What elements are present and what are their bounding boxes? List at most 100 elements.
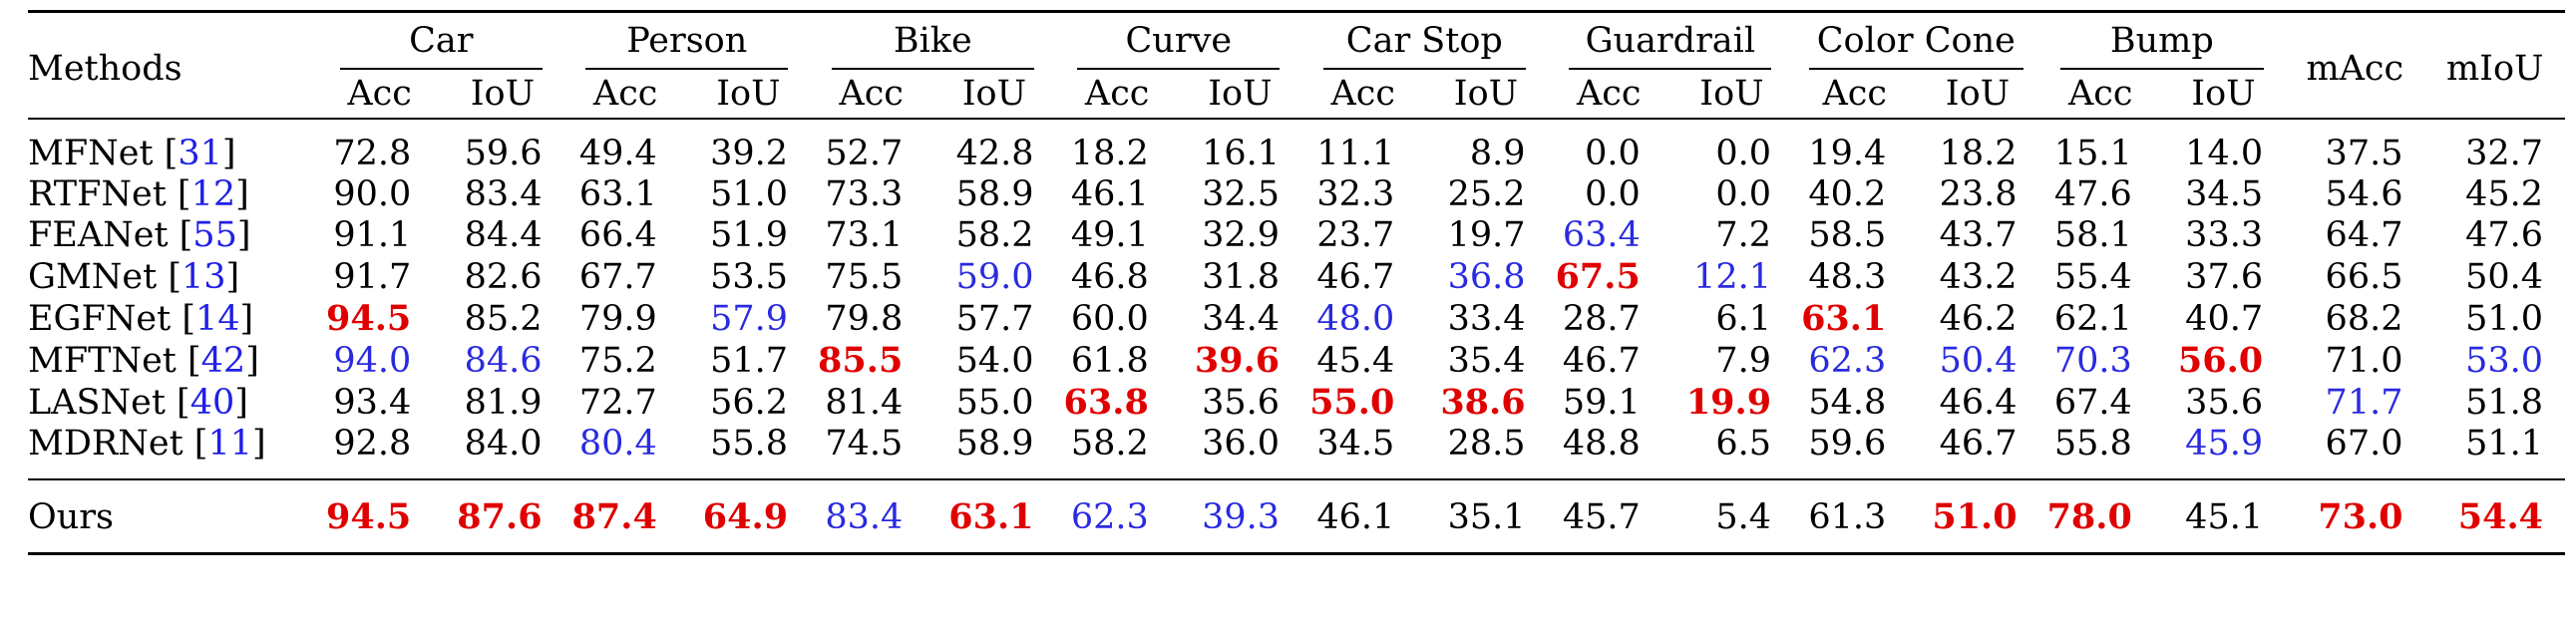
metric-cell: 35.1 bbox=[1424, 478, 1548, 555]
metric-cell: 5.4 bbox=[1669, 478, 1794, 555]
metric-cell: 62.3 bbox=[1793, 340, 1916, 382]
metric-value: 93.4 bbox=[333, 382, 412, 423]
metric-cell: 80.4 bbox=[564, 424, 687, 479]
method-name: MFTNet [42] bbox=[28, 340, 259, 381]
metric-value: 33.3 bbox=[2185, 215, 2264, 255]
table-row: EGFNet [14] 94.5 85.2 79.9 57.9 79.8 57.7 60.0 3… bbox=[28, 298, 2565, 340]
metric-cell: 8.9 bbox=[1424, 118, 1548, 174]
table-row: LASNet [40] 93.4 81.9 72.7 56.2 81.4 55.0 63.8 3… bbox=[28, 382, 2565, 424]
metric-cell: 39.2 bbox=[686, 118, 811, 174]
metric-value: 23.7 bbox=[1316, 215, 1395, 255]
metric-value: 45.9 bbox=[2185, 424, 2264, 464]
metric-cell: 45.7 bbox=[1547, 478, 1670, 555]
metric-value: 72.8 bbox=[333, 134, 412, 173]
iou-header: IoU bbox=[1453, 73, 1519, 114]
metric-cell: 36.8 bbox=[1424, 256, 1547, 298]
metric-cell: 58.9 bbox=[932, 424, 1055, 479]
citation-link[interactable]: 40 bbox=[189, 382, 235, 423]
metric-value: 6.5 bbox=[1715, 424, 1772, 464]
metric-cell: 51.0 bbox=[687, 174, 810, 215]
metric-cell: 94.0 bbox=[318, 340, 441, 382]
metric-value: 53.0 bbox=[2465, 340, 2543, 381]
metric-cell: 75.2 bbox=[564, 340, 687, 382]
iou-header: IoU bbox=[1945, 73, 2011, 114]
citation-link[interactable]: 55 bbox=[192, 215, 237, 255]
metric-value: 61.3 bbox=[1808, 496, 1887, 537]
methods-table-body: MFNet [31] 72.8 59.6 49.4 39.2 52.7 42.8 18.2 16… bbox=[28, 118, 2565, 479]
metric-cell: 63.1 bbox=[1793, 298, 1916, 340]
metric-value: 91.1 bbox=[333, 215, 412, 255]
metric-value: 39.2 bbox=[710, 134, 789, 173]
metric-value: 73.0 bbox=[2318, 496, 2403, 537]
method-name: LASNet [40] bbox=[28, 382, 248, 423]
citation-link[interactable]: 14 bbox=[194, 298, 240, 339]
metric-value: 34.5 bbox=[2185, 174, 2264, 214]
metric-value: 37.6 bbox=[2185, 256, 2264, 297]
method-label: Ours bbox=[28, 496, 114, 537]
citation-link[interactable]: 12 bbox=[190, 174, 236, 214]
citation-link[interactable]: 42 bbox=[200, 340, 246, 381]
metric-value: 46.2 bbox=[1939, 298, 2018, 339]
citation-link[interactable]: 13 bbox=[181, 256, 226, 297]
metric-cell: 32.7 bbox=[2424, 118, 2565, 174]
metric-cell: 73.1 bbox=[810, 215, 932, 256]
citation-link[interactable]: 31 bbox=[178, 134, 222, 173]
metric-value: 54.0 bbox=[955, 340, 1034, 381]
metric-value: 45.7 bbox=[1562, 496, 1641, 537]
metric-value: 67.4 bbox=[2053, 382, 2132, 423]
metric-value: 35.6 bbox=[1202, 382, 1281, 423]
metric-cell: 64.9 bbox=[686, 478, 811, 555]
metric-value: 18.2 bbox=[1939, 134, 2018, 173]
metric-value: 51.8 bbox=[2465, 382, 2543, 423]
metric-value: 85.2 bbox=[464, 298, 543, 339]
metric-value: 31.8 bbox=[1202, 256, 1281, 297]
citation-link[interactable]: 11 bbox=[207, 424, 252, 464]
metric-cell: 16.1 bbox=[1178, 118, 1302, 174]
metric-value: 47.6 bbox=[2465, 215, 2543, 255]
metric-cell: 85.5 bbox=[810, 340, 932, 382]
metric-value: 19.9 bbox=[1685, 382, 1772, 423]
metric-value: 59.6 bbox=[464, 134, 543, 173]
metric-cell: 84.4 bbox=[441, 215, 563, 256]
metric-value: 32.7 bbox=[2465, 134, 2543, 173]
metric-value: 42.8 bbox=[955, 134, 1034, 173]
metric-cell: 64.7 bbox=[2285, 215, 2424, 256]
metric-cell: 58.2 bbox=[1056, 424, 1179, 479]
metric-value: 7.9 bbox=[1715, 340, 1772, 381]
metric-value: 91.7 bbox=[333, 256, 412, 297]
metric-cell: 62.3 bbox=[1055, 478, 1179, 555]
table-row: MFTNet [42] 94.0 84.6 75.2 51.7 85.5 54.0 61.8 3… bbox=[28, 340, 2565, 382]
table-header: Methods Car Person Bike Curve Car Stop G… bbox=[28, 11, 2565, 120]
metric-value: 84.6 bbox=[464, 340, 543, 381]
metric-value: 23.8 bbox=[1939, 174, 2018, 214]
metric-cell: 28.5 bbox=[1424, 424, 1547, 479]
metric-value: 50.4 bbox=[2465, 256, 2543, 297]
metric-cell: 51.8 bbox=[2424, 382, 2565, 424]
metric-value: 48.8 bbox=[1562, 424, 1641, 464]
metric-value: 37.5 bbox=[2325, 134, 2403, 173]
metric-cell: 72.8 bbox=[318, 118, 442, 174]
group-header-curve: Curve bbox=[1056, 12, 1302, 70]
metric-value: 0.0 bbox=[1715, 134, 1772, 173]
group-header-guardrail: Guardrail bbox=[1548, 12, 1794, 70]
metric-value: 51.1 bbox=[2465, 424, 2543, 464]
metric-cell: 45.4 bbox=[1301, 340, 1424, 382]
metric-value: 66.4 bbox=[578, 215, 657, 255]
metric-cell: 71.7 bbox=[2285, 382, 2424, 424]
metric-cell: 52.7 bbox=[810, 118, 933, 174]
metric-cell: 66.5 bbox=[2285, 256, 2424, 298]
metric-cell: 63.1 bbox=[932, 478, 1056, 555]
metric-cell: 59.6 bbox=[1793, 424, 1916, 479]
metric-value: 34.4 bbox=[1202, 298, 1281, 339]
metric-value: 80.4 bbox=[578, 424, 657, 464]
method-name: RTFNet [12] bbox=[28, 174, 249, 214]
metric-value: 92.8 bbox=[333, 424, 412, 464]
group-header-bike: Bike bbox=[810, 12, 1056, 70]
method-name: MDRNet [11] bbox=[28, 424, 266, 464]
metric-cell: 54.4 bbox=[2424, 478, 2565, 555]
metric-cell: 28.7 bbox=[1548, 298, 1670, 340]
group-header-car: Car bbox=[318, 12, 564, 70]
metric-value: 63.1 bbox=[1801, 298, 1887, 339]
metric-cell: 83.4 bbox=[810, 478, 933, 555]
metric-cell: 37.5 bbox=[2285, 118, 2425, 174]
